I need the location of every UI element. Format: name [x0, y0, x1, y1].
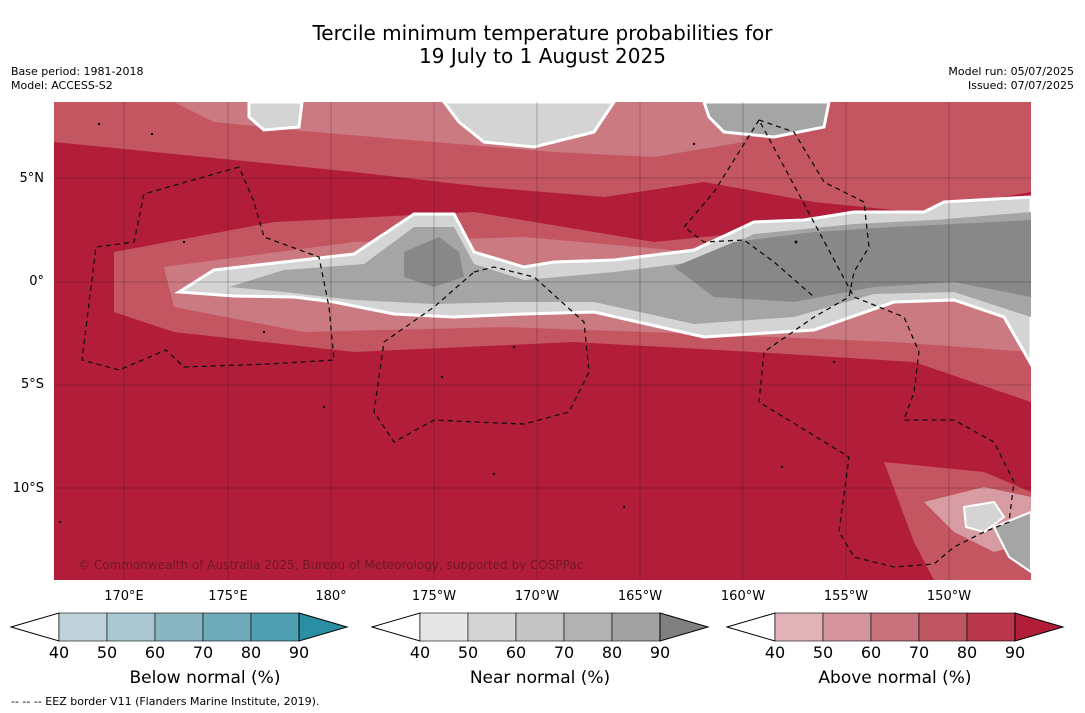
below-normal-swatch-70 — [202, 612, 252, 642]
near-normal-high-arrow — [659, 612, 710, 642]
above-normal-swatch-50 — [822, 612, 872, 642]
lon-label-170e: 170°E — [104, 589, 144, 604]
meta-left: Base period: 1981-2018 Model: ACCESS-S2 — [11, 65, 143, 93]
base-period: Base period: 1981-2018 — [11, 65, 144, 78]
map-gridlines — [54, 102, 1031, 580]
above-normal-tick: 60 — [860, 643, 882, 662]
below-normal-tick: 80 — [240, 643, 262, 662]
lon-label-150w: 150°W — [926, 589, 972, 604]
near-normal-north-patch-3 — [702, 102, 831, 139]
above-normal-swatch-40 — [774, 612, 824, 642]
near-normal-north-patch-1 — [247, 102, 304, 132]
lon-label-180: 180° — [315, 589, 347, 604]
copyright-notice: © Commonwealth of Australia 2025, Bureau… — [78, 558, 584, 572]
lon-label-175w: 175°W — [411, 589, 457, 604]
near-normal-swatch-70 — [563, 612, 613, 642]
near-normal-tick: 80 — [601, 643, 623, 662]
title-line-1: Tercile minimum temperature probabilitie… — [312, 21, 773, 45]
lon-label-160w: 160°W — [720, 589, 766, 604]
below-normal-tick: 90 — [288, 643, 310, 662]
near-normal-colorbar — [371, 612, 710, 642]
title-line-2: 19 July to 1 August 2025 — [419, 44, 666, 68]
below-normal-tick: 50 — [96, 643, 118, 662]
below-normal-swatch-60 — [154, 612, 204, 642]
above-normal-tick: 50 — [812, 643, 834, 662]
above-normal-swatch-70 — [918, 612, 968, 642]
below-normal-tick: 70 — [192, 643, 214, 662]
above-normal-swatch-60 — [870, 612, 920, 642]
eez-footnote: -- -- -- EEZ border V11 (Flanders Marine… — [11, 695, 320, 708]
above-normal-tick: 80 — [956, 643, 978, 662]
near-normal-south-patch — [962, 500, 1006, 534]
below-normal-low-arrow — [10, 612, 60, 642]
map-svg — [54, 102, 1031, 580]
above-60-band-north — [174, 102, 754, 157]
lon-label-170w: 170°W — [514, 589, 560, 604]
above-normal-swatch-80 — [966, 612, 1016, 642]
lat-label-10s: 10°S — [12, 481, 44, 496]
meta-right: Model run: 05/07/2025 Issued: 07/07/2025 — [948, 65, 1074, 93]
near-normal-tick: 50 — [457, 643, 479, 662]
lon-label-155w: 155°W — [823, 589, 869, 604]
near-normal-swatch-60 — [515, 612, 565, 642]
model-run-date: Model run: 05/07/2025 — [948, 65, 1074, 78]
above-normal-tick: 90 — [1004, 643, 1026, 662]
above-normal-label: Above normal (%) — [818, 668, 972, 688]
above-normal-high-arrow — [1014, 612, 1065, 642]
near-normal-tick: 90 — [649, 643, 671, 662]
below-normal-swatch-40 — [58, 612, 108, 642]
lat-label-5n: 5°N — [19, 171, 45, 186]
below-normal-tick: 40 — [48, 643, 70, 662]
below-normal-swatch-80 — [250, 612, 300, 642]
near-normal-southeast-patch — [992, 510, 1031, 574]
near-normal-tick: 60 — [505, 643, 527, 662]
chart-title: Tercile minimum temperature probabilitie… — [0, 22, 1085, 68]
model-name: Model: ACCESS-S2 — [11, 79, 113, 92]
lat-label-0: 0° — [29, 274, 44, 289]
near-normal-swatch-50 — [467, 612, 517, 642]
lat-label-5s: 5°S — [20, 377, 44, 392]
below-normal-colorbar — [10, 612, 349, 642]
near-normal-swatch-40 — [419, 612, 469, 642]
issued-date: Issued: 07/07/2025 — [967, 79, 1074, 92]
near-normal-north-patch-2 — [442, 102, 616, 149]
above-normal-tick: 70 — [908, 643, 930, 662]
near-normal-region-dark — [404, 220, 1031, 302]
above-normal-colorbar — [726, 612, 1065, 642]
eez-borders — [81, 118, 1015, 568]
below-normal-tick: 60 — [144, 643, 166, 662]
lon-label-175e: 175°E — [208, 589, 248, 604]
near-normal-swatch-80 — [611, 612, 661, 642]
below-normal-label: Below normal (%) — [129, 668, 281, 688]
above-normal-tick: 40 — [764, 643, 786, 662]
lon-label-165w: 165°W — [617, 589, 663, 604]
near-normal-tick: 40 — [409, 643, 431, 662]
near-normal-tick: 70 — [553, 643, 575, 662]
near-normal-low-arrow — [371, 612, 421, 642]
above-normal-low-arrow — [726, 612, 776, 642]
below-normal-swatch-50 — [106, 612, 156, 642]
probability-map — [54, 102, 1031, 580]
near-normal-label: Near normal (%) — [469, 668, 611, 688]
below-normal-high-arrow — [298, 612, 349, 642]
island-markers — [58, 122, 836, 524]
